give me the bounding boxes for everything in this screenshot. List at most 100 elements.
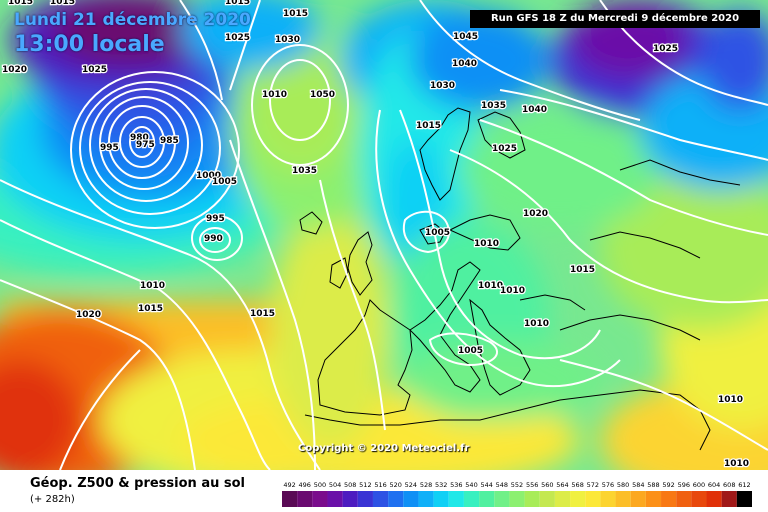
- scale-swatch: [463, 491, 480, 507]
- pressure-label: 1015: [416, 121, 441, 131]
- isobar-1005: [70, 71, 240, 229]
- scale-value-label: 516: [374, 481, 386, 489]
- scale-value-label: 592: [662, 481, 674, 489]
- pressure-label: 1015: [225, 0, 250, 7]
- scale-value-label: 576: [602, 481, 614, 489]
- isobar-1030: [59, 349, 141, 470]
- scale-value-label: 564: [556, 481, 568, 489]
- scale-value-label: 536: [450, 481, 462, 489]
- scale-value-label: 584: [632, 481, 644, 489]
- pressure-label: 1015: [138, 304, 163, 314]
- scale-value-label: 608: [723, 481, 735, 489]
- isobar-985: [108, 105, 176, 179]
- isobar-1005: [399, 109, 601, 360]
- pressure-label: 1010: [140, 281, 165, 291]
- pressure-label: 985: [160, 136, 179, 146]
- pressure-label: 1015: [50, 0, 75, 7]
- forecast-date: Lundi 21 décembre 2020: [14, 10, 251, 30]
- isobar-1020: [0, 219, 271, 470]
- coastlines: [299, 107, 741, 451]
- scale-value-label: 580: [617, 481, 629, 489]
- scale-value-label: 544: [480, 481, 492, 489]
- pressure-label: 975: [136, 140, 155, 150]
- scale-value-label: 600: [693, 481, 705, 489]
- pressure-label: 1010: [478, 281, 503, 291]
- pressure-label: 1015: [283, 9, 308, 19]
- scale-swatch: [479, 491, 495, 507]
- scale-swatch: [388, 491, 404, 507]
- scale-swatch: [342, 491, 358, 507]
- scale-value-label: 560: [541, 481, 553, 489]
- isobar-1035: [319, 179, 386, 431]
- scale-swatch: [282, 491, 298, 507]
- isobar-1030-north: [229, 0, 261, 91]
- pressure-label: 1030: [275, 35, 300, 45]
- isobar-1025: [0, 279, 196, 470]
- pressure-label: 1030: [430, 81, 455, 91]
- pressure-label: 980: [130, 133, 149, 143]
- isobar-990: [99, 96, 189, 190]
- pressure-label: 1010: [724, 459, 749, 469]
- scale-swatch: [327, 491, 343, 507]
- isobar-1015-east: [449, 149, 768, 304]
- pressure-label: 1010: [474, 239, 499, 249]
- scale-swatch: [736, 491, 752, 507]
- scale-value-label: 508: [344, 481, 356, 489]
- scale-value-label: 528: [420, 481, 432, 489]
- isobar-990-secondary: [199, 227, 231, 253]
- pressure-label: 1005: [458, 346, 483, 356]
- pressure-label: 1000: [196, 171, 221, 181]
- model-run-banner: Run GFS 18 Z du Mercredi 9 décembre 2020: [470, 10, 760, 28]
- scale-swatch: [312, 491, 328, 507]
- scale-value-label: 540: [465, 481, 477, 489]
- scale-swatch: [539, 491, 555, 507]
- scale-swatch: [676, 491, 692, 507]
- pressure-label: 1010: [262, 90, 287, 100]
- scale-value-label: 532: [435, 481, 447, 489]
- scale-value-label: 552: [511, 481, 523, 489]
- forecast-local-time: 13:00 locale: [14, 32, 165, 57]
- isobar-1005-low-b: [402, 210, 450, 253]
- scale-value-label: 496: [299, 481, 311, 489]
- scale-swatch: [357, 491, 373, 507]
- scale-swatch: [570, 491, 586, 507]
- scale-swatch: [615, 491, 631, 507]
- scale-swatch: [630, 491, 646, 507]
- pressure-label: 1035: [292, 166, 317, 176]
- pressure-label: 1020: [76, 310, 101, 320]
- pressure-label: 1015: [8, 0, 33, 7]
- isobar-995-secondary: [191, 215, 243, 261]
- scale-value-label: 548: [496, 481, 508, 489]
- scale-swatch: [585, 491, 601, 507]
- isobar-1025-north-b: [179, 0, 223, 101]
- isobar-1010: [375, 109, 621, 388]
- pressure-label: 995: [100, 143, 119, 153]
- scale-value-label: 504: [329, 481, 341, 489]
- scale-swatch: [509, 491, 525, 507]
- scale-value-label: 520: [389, 481, 401, 489]
- pressure-label: 1045: [453, 32, 478, 42]
- pressure-label: 1015: [570, 265, 595, 275]
- geopotential-color-field: [0, 0, 768, 470]
- pressure-label: 1010: [524, 319, 549, 329]
- scale-swatch: [403, 491, 419, 507]
- scale-value-label: 588: [647, 481, 659, 489]
- scale-value-label: 596: [678, 481, 690, 489]
- pressure-label: 1020: [2, 65, 27, 75]
- pressure-label: 1010: [718, 395, 743, 405]
- pressure-label: 1035: [481, 101, 506, 111]
- isobar-995: [89, 88, 203, 202]
- isobar-1045-high: [269, 59, 331, 141]
- isobar-975: [129, 126, 155, 158]
- pressure-label: 1025: [225, 33, 250, 43]
- isobar-1035-north: [419, 0, 641, 121]
- isobar-980: [119, 116, 165, 168]
- pressure-label: 1010: [500, 286, 525, 296]
- pressure-label: 995: [206, 214, 225, 224]
- scale-swatch: [600, 491, 616, 507]
- scale-swatch: [448, 491, 464, 507]
- pressure-label: 1040: [522, 105, 547, 115]
- isobar-1000: [79, 81, 221, 215]
- isobar-1005-low: [429, 332, 498, 366]
